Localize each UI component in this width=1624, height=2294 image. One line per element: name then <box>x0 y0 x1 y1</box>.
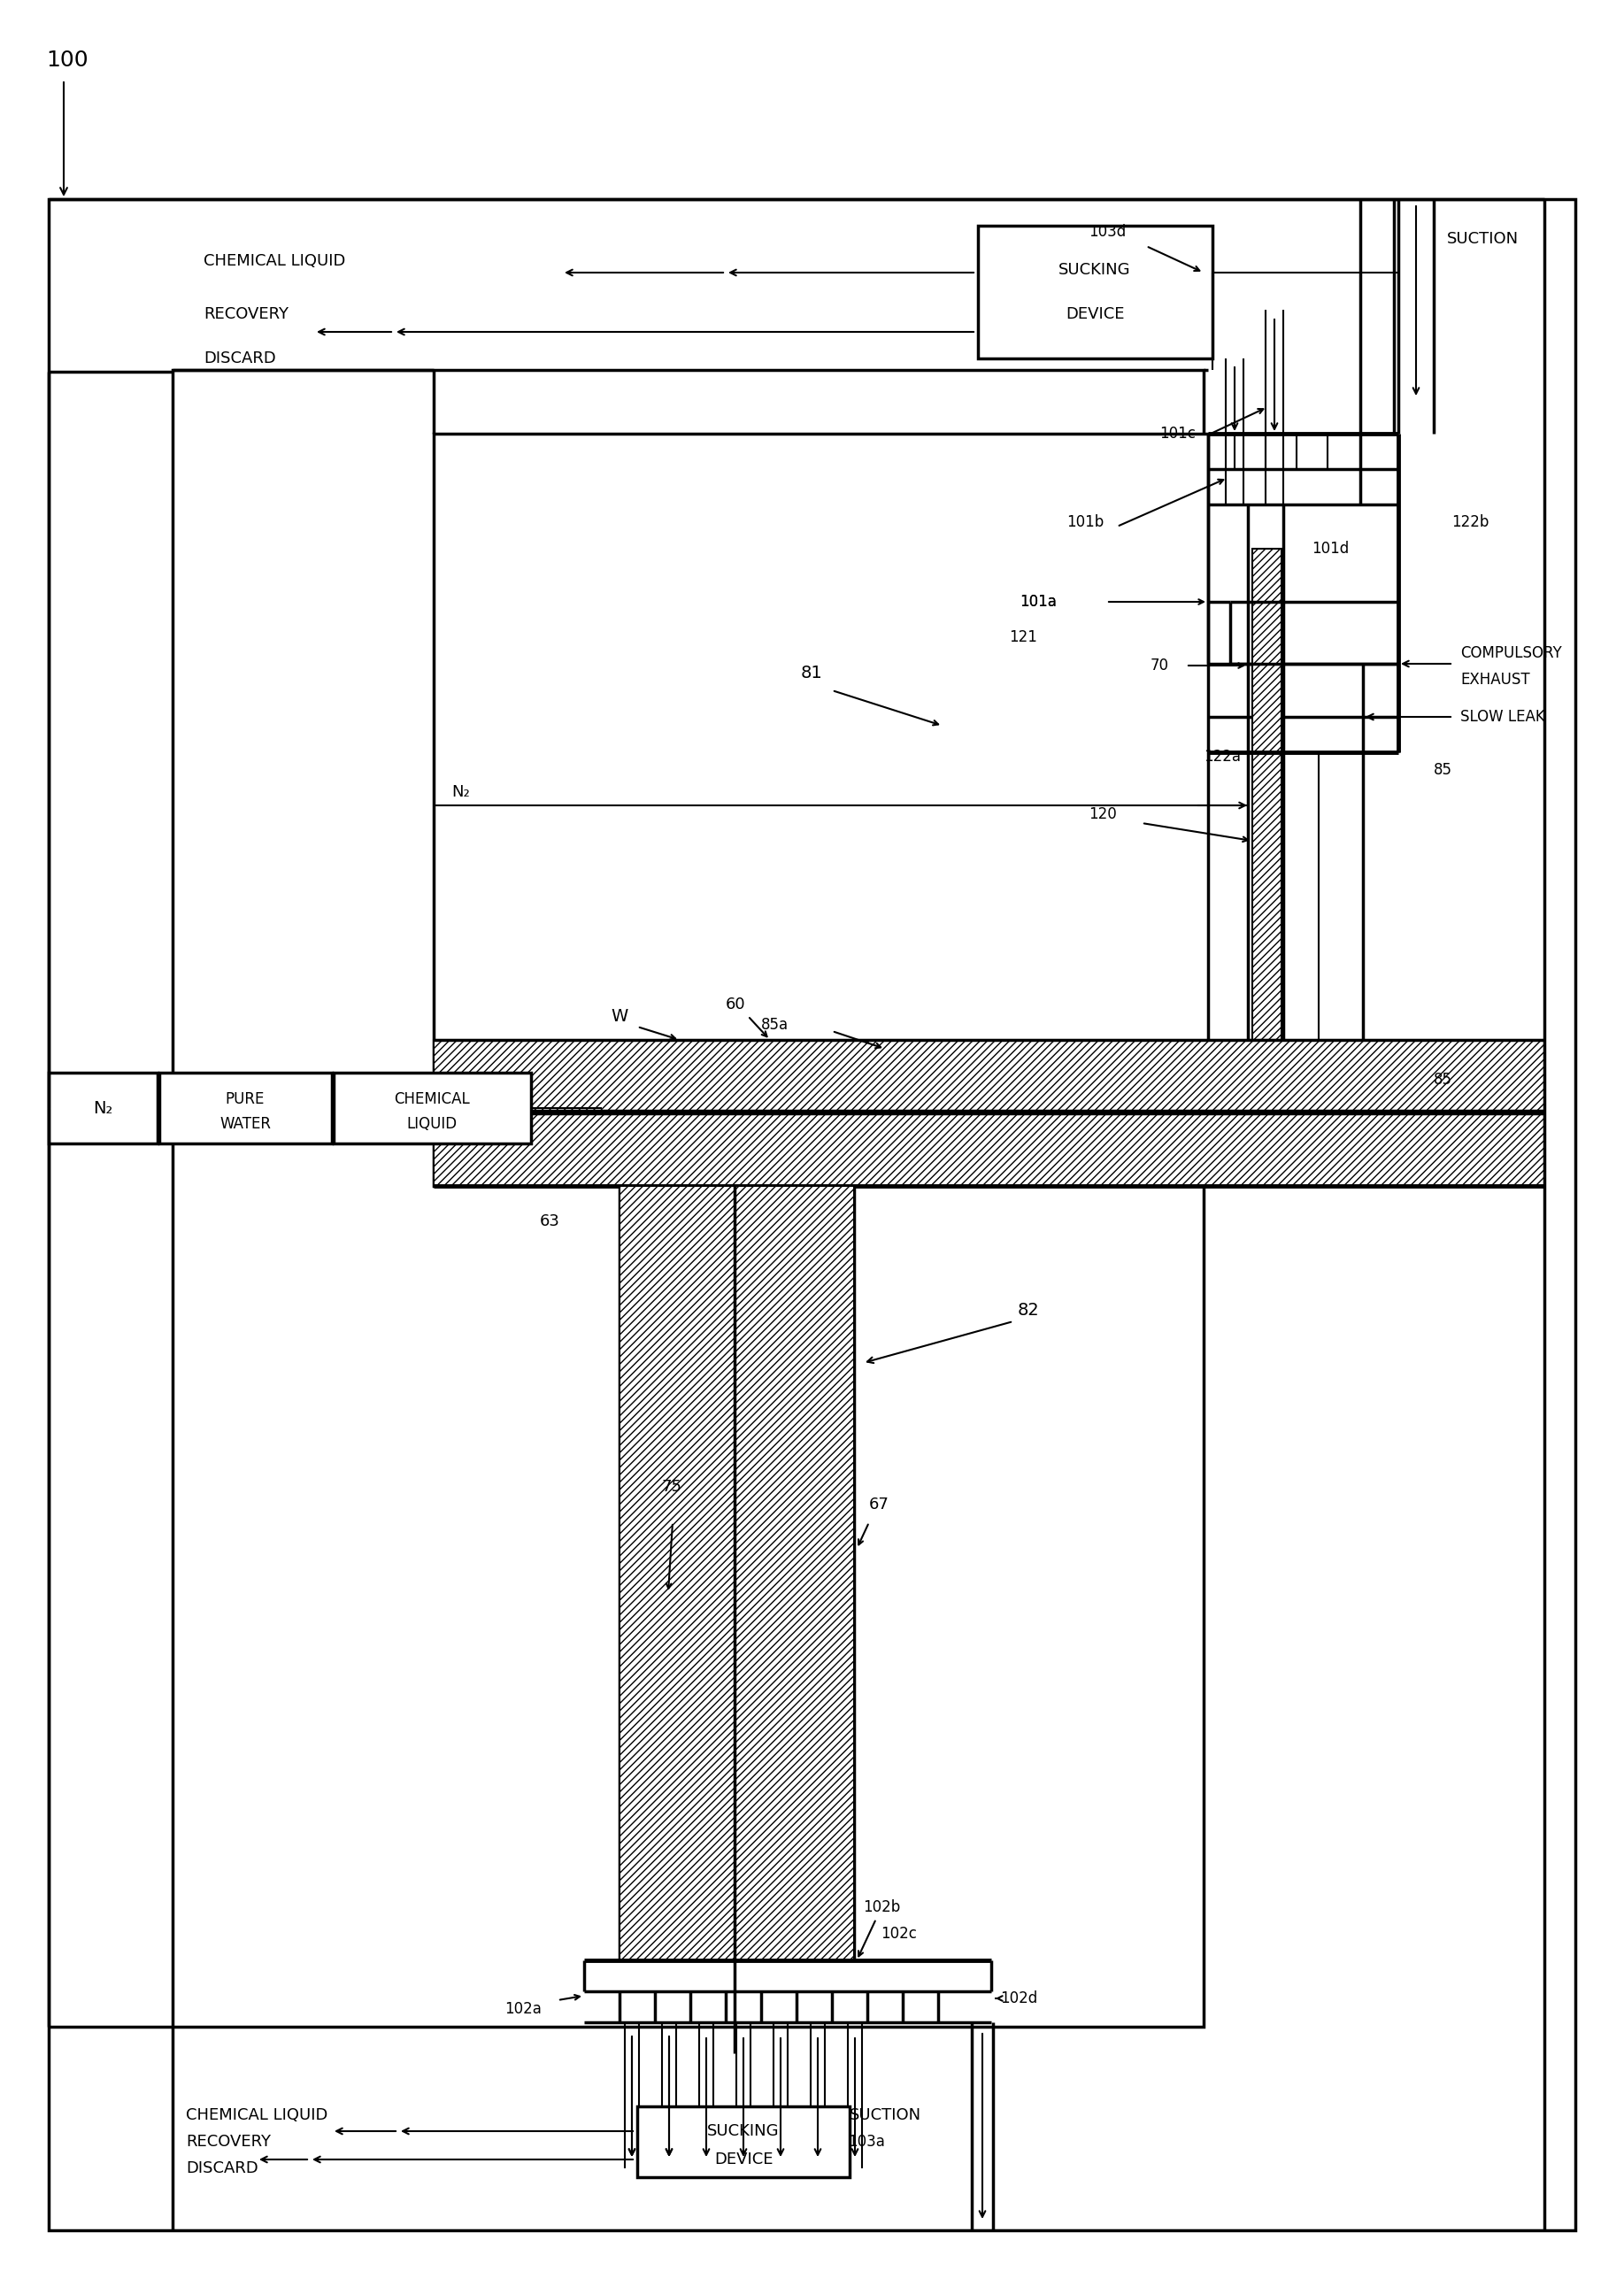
Bar <box>159 1074 331 1142</box>
Text: 75: 75 <box>661 1480 682 1496</box>
Text: 102b: 102b <box>862 1899 900 1915</box>
Bar <box>434 434 1208 1186</box>
Text: 101b: 101b <box>1067 514 1104 530</box>
Text: N₂: N₂ <box>93 1099 112 1117</box>
Text: 85a: 85a <box>762 1016 789 1032</box>
Text: CHEMICAL LIQUID: CHEMICAL LIQUID <box>203 252 346 268</box>
Text: N₂: N₂ <box>451 785 469 801</box>
Text: LIQUID: LIQUID <box>406 1115 458 1131</box>
Text: W: W <box>611 1007 628 1025</box>
Text: 101a: 101a <box>1020 594 1057 610</box>
Bar <box>49 200 1575 2230</box>
Text: RECOVERY: RECOVERY <box>203 305 289 321</box>
Text: SUCKING: SUCKING <box>1059 262 1130 278</box>
Text: 85: 85 <box>1434 1071 1452 1087</box>
Text: 101c: 101c <box>1160 427 1195 443</box>
Text: DEVICE: DEVICE <box>1065 305 1124 321</box>
Text: 85: 85 <box>1434 762 1452 778</box>
Text: 103a: 103a <box>848 2133 885 2149</box>
Text: 120: 120 <box>1088 805 1117 821</box>
Text: SLOW LEAK: SLOW LEAK <box>1460 709 1544 725</box>
Text: 100: 100 <box>45 50 88 71</box>
Text: COMPULSORY: COMPULSORY <box>1460 645 1562 661</box>
Text: DISCARD: DISCARD <box>203 351 276 367</box>
Bar <box>333 1074 531 1142</box>
Text: 121: 121 <box>1009 629 1038 645</box>
Text: CHEMICAL: CHEMICAL <box>395 1092 469 1108</box>
Text: 60: 60 <box>726 996 745 1012</box>
Text: RECOVERY: RECOVERY <box>185 2133 271 2149</box>
Bar <box>49 1074 158 1142</box>
Bar <box>637 2106 849 2177</box>
Text: SUCKING: SUCKING <box>708 2124 780 2138</box>
Text: 70: 70 <box>1150 658 1169 674</box>
Text: 67: 67 <box>869 1496 890 1512</box>
Text: 102d: 102d <box>1000 1991 1038 2007</box>
Text: DISCARD: DISCARD <box>185 2161 258 2177</box>
Text: 101a: 101a <box>1020 594 1057 610</box>
Text: DEVICE: DEVICE <box>715 2152 773 2168</box>
Text: 122a: 122a <box>1203 748 1241 764</box>
Text: SUCTION: SUCTION <box>849 2108 921 2124</box>
Bar <box>619 1186 854 1961</box>
Text: 81: 81 <box>801 665 823 681</box>
Text: WATER: WATER <box>219 1115 271 1131</box>
Bar <box>172 369 1203 2026</box>
Text: 103d: 103d <box>1088 225 1125 241</box>
Bar <box>434 1039 1544 1110</box>
Text: SUCTION: SUCTION <box>1447 232 1518 248</box>
Text: EXHAUST: EXHAUST <box>1460 672 1530 688</box>
Text: 63: 63 <box>539 1214 560 1230</box>
Bar <box>1252 548 1281 1039</box>
Text: 122b: 122b <box>1452 514 1489 530</box>
Bar <box>978 225 1213 358</box>
Text: PURE: PURE <box>226 1092 265 1108</box>
Text: 102c: 102c <box>880 1927 918 1941</box>
Bar <box>434 1113 1544 1186</box>
Text: 82: 82 <box>1018 1301 1039 1319</box>
Text: 102a: 102a <box>505 2000 541 2016</box>
Text: 101d: 101d <box>1312 541 1350 557</box>
Text: CHEMICAL LIQUID: CHEMICAL LIQUID <box>185 2108 328 2124</box>
